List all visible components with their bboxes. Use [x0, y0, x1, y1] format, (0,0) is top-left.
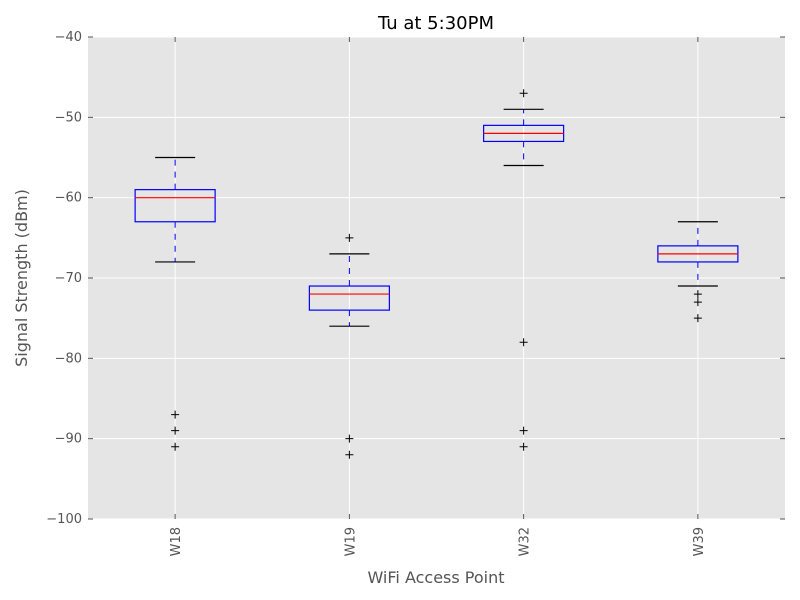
y-tick-label: −70 — [55, 271, 82, 286]
chart-title: Tu at 5:30PM — [377, 13, 494, 34]
outlier-point — [519, 426, 528, 435]
y-tick-label: −90 — [55, 432, 82, 447]
outlier-point — [693, 290, 702, 299]
y-tick-label: −50 — [55, 110, 82, 125]
y-tick-label: −100 — [46, 512, 82, 527]
box-plots — [134, 89, 739, 459]
y-axis: −40 −50 −60 −70 −80 −90 −100 — [46, 30, 785, 527]
iqr-box — [308, 285, 390, 311]
outlier-point — [693, 298, 702, 307]
box-w39 — [657, 221, 739, 323]
box-w18 — [134, 156, 216, 451]
outlier-point — [693, 314, 702, 323]
outlier-point — [171, 426, 180, 435]
outlier-point — [519, 89, 528, 98]
y-axis-label: Signal Strength (dBm) — [12, 189, 31, 367]
x-tick-label: W32 — [518, 527, 533, 556]
y-tick-label: −60 — [55, 191, 82, 206]
x-tick-label: W18 — [169, 527, 184, 556]
y-tick-label: −80 — [55, 351, 82, 366]
x-axis-label: WiFi Access Point — [367, 568, 504, 587]
outlier-point — [171, 442, 180, 451]
y-tick-label: −40 — [55, 30, 82, 45]
outlier-point — [345, 233, 354, 242]
outlier-point — [345, 434, 354, 443]
x-tick-label: W39 — [692, 527, 707, 556]
box-w32 — [483, 89, 565, 451]
outlier-point — [345, 450, 354, 459]
outlier-point — [519, 338, 528, 347]
outlier-point — [519, 442, 528, 451]
iqr-box — [134, 189, 216, 223]
x-axis: W18 W19 W32 W39 — [169, 37, 707, 556]
x-tick-label: W19 — [343, 527, 358, 556]
box-w19 — [308, 233, 390, 459]
outlier-point — [171, 410, 180, 419]
